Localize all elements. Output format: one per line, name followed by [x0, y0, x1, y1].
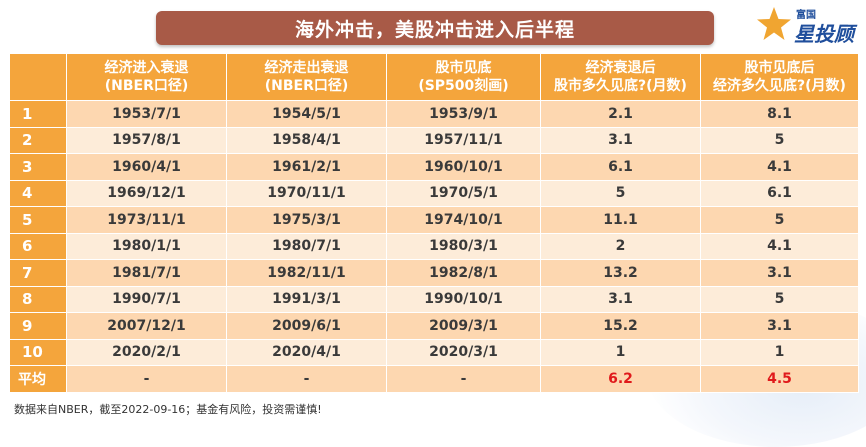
- recession-end-cell: 1980/7/1: [226, 232, 387, 260]
- recession-end-cell: 2020/4/1: [226, 338, 387, 366]
- row-index: 1: [9, 100, 67, 128]
- recession-end-cell: 1954/5/1: [226, 100, 387, 128]
- months-to-market-bottom-cell: 15.2: [540, 312, 701, 340]
- months-to-market-bottom-cell: 5: [540, 179, 701, 207]
- table-row: 10 2020/2/1 2020/4/1 2020/3/1 1 1: [9, 338, 859, 366]
- row-index: 8: [9, 285, 67, 313]
- market-bottom-cell: 1980/3/1: [386, 232, 541, 260]
- header-recession-end: 经济走出衰退 (NBER口径): [226, 53, 387, 101]
- footnote: 数据来自NBER，截至2022-09-16；基金有风险，投资需谨慎!: [14, 403, 322, 416]
- months-to-economy-bottom-cell: 5: [700, 285, 859, 313]
- recession-start-cell: 1990/7/1: [66, 285, 227, 313]
- months-to-economy-bottom-cell: 8.1: [700, 100, 859, 128]
- recession-start-cell: 1969/12/1: [66, 179, 227, 207]
- recession-start-cell: 1957/8/1: [66, 126, 227, 154]
- months-to-market-bottom-cell: 1: [540, 338, 701, 366]
- row-index: 5: [9, 206, 67, 234]
- months-to-market-bottom-cell: 11.1: [540, 206, 701, 234]
- average-label: 平均: [9, 365, 67, 393]
- logo-big-text: 星投顾: [794, 22, 854, 46]
- logo-small-text: 富国: [796, 10, 816, 21]
- months-to-market-bottom-cell: 2.1: [540, 100, 701, 128]
- recession-start-cell: 1980/1/1: [66, 232, 227, 260]
- header-recession-start: 经济进入衰退 (NBER口径): [66, 53, 227, 101]
- table-row: 3 1960/4/1 1961/2/1 1960/10/1 6.1 4.1: [9, 153, 859, 181]
- months-to-economy-bottom-cell: 1: [700, 338, 859, 366]
- recession-end-cell: 1970/11/1: [226, 179, 387, 207]
- months-to-economy-bottom-cell: 6.1: [700, 179, 859, 207]
- row-index: 3: [9, 153, 67, 181]
- months-to-economy-bottom-cell: 3.1: [700, 312, 859, 340]
- months-to-market-bottom-cell: 2: [540, 232, 701, 260]
- average-recession-end: -: [226, 365, 387, 393]
- table-row: 6 1980/1/1 1980/7/1 1980/3/1 2 4.1: [9, 232, 859, 260]
- recession-start-cell: 1953/7/1: [66, 100, 227, 128]
- months-to-economy-bottom-cell: 5: [700, 206, 859, 234]
- recession-start-cell: 2020/2/1: [66, 338, 227, 366]
- table-row: 5 1973/11/1 1975/3/1 1974/10/1 11.1 5: [9, 206, 859, 234]
- months-to-market-bottom-cell: 6.1: [540, 153, 701, 181]
- recession-end-cell: 1958/4/1: [226, 126, 387, 154]
- months-to-market-bottom-cell: 13.2: [540, 259, 701, 287]
- table-row: 8 1990/7/1 1991/3/1 1990/10/1 3.1 5: [9, 285, 859, 313]
- header-months-to-market-bottom: 经济衰退后 股市多久见底?(月数): [540, 53, 701, 101]
- average-months-to-economy-bottom: 4.5: [700, 365, 859, 393]
- months-to-economy-bottom-cell: 5: [700, 126, 859, 154]
- table-header-row: 经济进入衰退 (NBER口径) 经济走出衰退 (NBER口径) 股市见底 (SP500…: [9, 53, 859, 101]
- market-bottom-cell: 1982/8/1: [386, 259, 541, 287]
- brand-logo: 富国 星投顾: [756, 4, 856, 50]
- market-bottom-cell: 2020/3/1: [386, 338, 541, 366]
- header-market-bottom: 股市见底 (SP500刻画): [386, 53, 541, 101]
- months-to-market-bottom-cell: 3.1: [540, 285, 701, 313]
- header-months-to-economy-bottom: 股市见底后 经济多久见底?(月数): [700, 53, 859, 101]
- header-index: [9, 53, 67, 101]
- table-row: 4 1969/12/1 1970/11/1 1970/5/1 5 6.1: [9, 179, 859, 207]
- market-bottom-cell: 1953/9/1: [386, 100, 541, 128]
- recession-start-cell: 1981/7/1: [66, 259, 227, 287]
- table-row: 1 1953/7/1 1954/5/1 1953/9/1 2.1 8.1: [9, 100, 859, 128]
- recession-start-cell: 2007/12/1: [66, 312, 227, 340]
- recession-start-cell: 1973/11/1: [66, 206, 227, 234]
- market-bottom-cell: 1957/11/1: [386, 126, 541, 154]
- recession-end-cell: 1991/3/1: [226, 285, 387, 313]
- market-bottom-cell: 1974/10/1: [386, 206, 541, 234]
- recession-end-cell: 1982/11/1: [226, 259, 387, 287]
- recession-table: 经济进入衰退 (NBER口径) 经济走出衰退 (NBER口径) 股市见底 (SP500…: [9, 53, 859, 393]
- row-index: 6: [9, 232, 67, 260]
- row-index: 7: [9, 259, 67, 287]
- table-row: 2 1957/8/1 1958/4/1 1957/11/1 3.1 5: [9, 126, 859, 154]
- market-bottom-cell: 2009/3/1: [386, 312, 541, 340]
- average-row: 平均 - - - 6.2 4.5: [9, 365, 859, 393]
- months-to-economy-bottom-cell: 4.1: [700, 153, 859, 181]
- recession-end-cell: 2009/6/1: [226, 312, 387, 340]
- table-row: 9 2007/12/1 2009/6/1 2009/3/1 15.2 3.1: [9, 312, 859, 340]
- average-market-bottom: -: [386, 365, 541, 393]
- months-to-economy-bottom-cell: 4.1: [700, 232, 859, 260]
- recession-end-cell: 1975/3/1: [226, 206, 387, 234]
- row-index: 9: [9, 312, 67, 340]
- recession-start-cell: 1960/4/1: [66, 153, 227, 181]
- row-index: 2: [9, 126, 67, 154]
- market-bottom-cell: 1970/5/1: [386, 179, 541, 207]
- market-bottom-cell: 1960/10/1: [386, 153, 541, 181]
- average-recession-start: -: [66, 365, 227, 393]
- market-bottom-cell: 1990/10/1: [386, 285, 541, 313]
- average-months-to-market-bottom: 6.2: [540, 365, 701, 393]
- row-index: 10: [9, 338, 67, 366]
- star-logo-icon: [757, 7, 791, 40]
- months-to-market-bottom-cell: 3.1: [540, 126, 701, 154]
- page-title: 海外冲击，美股冲击进入后半程: [294, 18, 575, 41]
- recession-end-cell: 1961/2/1: [226, 153, 387, 181]
- months-to-economy-bottom-cell: 3.1: [700, 259, 859, 287]
- title-banner: 海外冲击，美股冲击进入后半程: [156, 11, 714, 45]
- row-index: 4: [9, 179, 67, 207]
- table-row: 7 1981/7/1 1982/11/1 1982/8/1 13.2 3.1: [9, 259, 859, 287]
